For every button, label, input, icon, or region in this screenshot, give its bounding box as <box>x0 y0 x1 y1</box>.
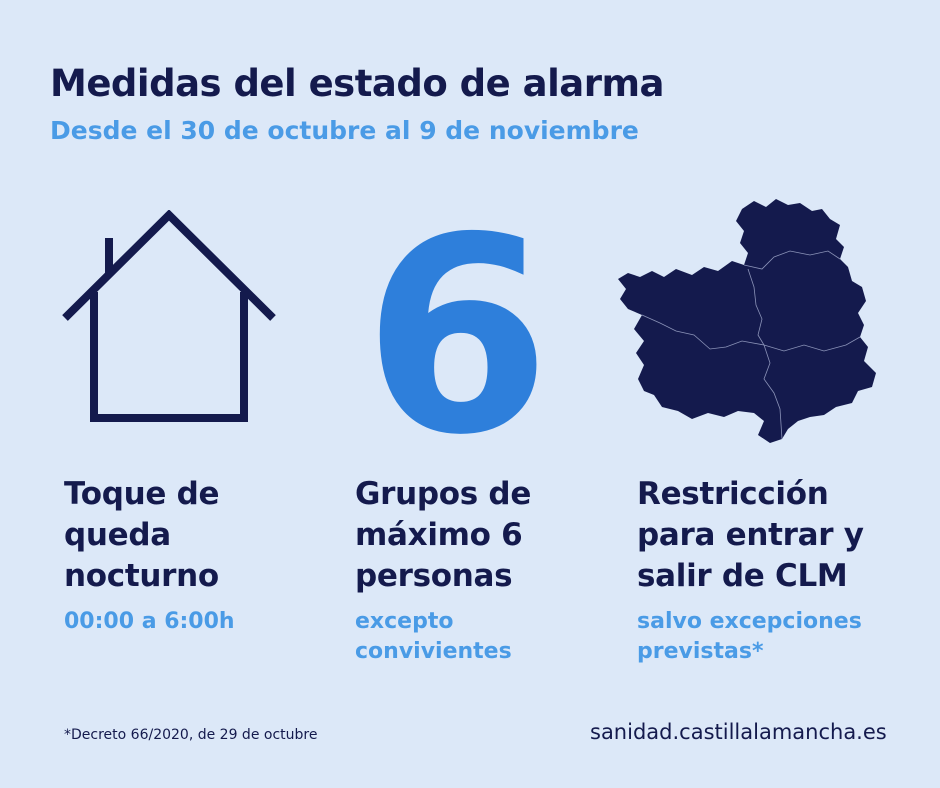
measure-curfew-title: Toque de queda nocturno <box>64 476 220 594</box>
measure-mobility-title: Restricción para entrar y salir de CLM <box>637 476 864 594</box>
measure-groups-title: Grupos de máximo 6 personas <box>355 476 532 594</box>
measure-mobility: Restricción para entrar y salir de CLM s… <box>637 474 927 667</box>
house-icon <box>62 209 276 424</box>
measure-mobility-detail: salvo excepciones previstas* <box>637 609 862 664</box>
measure-curfew: Toque de queda nocturno 00:00 a 6:00h <box>64 474 314 637</box>
page-subtitle: Desde el 30 de octubre al 9 de noviembre <box>50 116 639 145</box>
decree-footnote: *Decreto 66/2020, de 29 de octubre <box>64 727 318 743</box>
castilla-la-mancha-map-icon <box>614 195 884 450</box>
measure-groups-detail: excepto convivientes <box>355 609 512 664</box>
measure-groups: Grupos de máximo 6 personas excepto conv… <box>355 474 605 667</box>
page-title: Medidas del estado de alarma <box>50 62 665 105</box>
measure-curfew-detail: 00:00 a 6:00h <box>64 609 235 634</box>
website-link[interactable]: sanidad.castillalamancha.es <box>590 720 887 744</box>
number-six-icon: 6 <box>360 179 555 494</box>
number-six-glyph: 6 <box>363 222 551 437</box>
